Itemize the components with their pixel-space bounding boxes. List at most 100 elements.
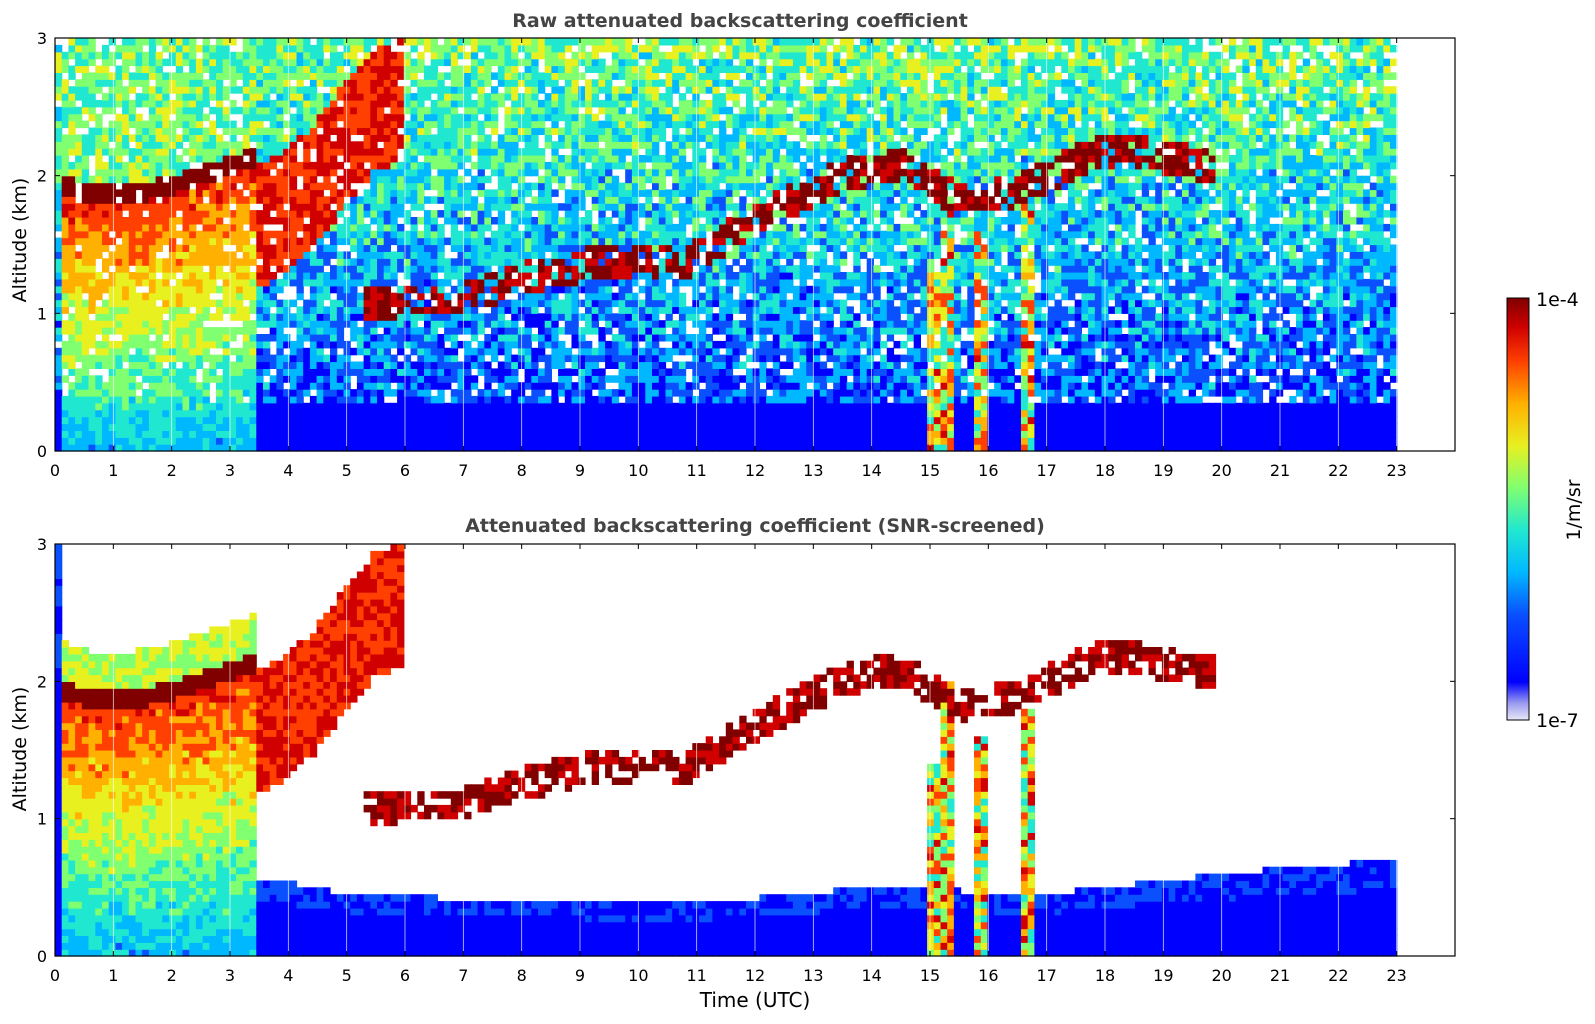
heatmap-cell xyxy=(571,306,579,314)
heatmap-cell xyxy=(323,99,331,108)
heatmap-cell xyxy=(323,278,331,287)
heatmap-cell xyxy=(484,437,492,445)
heatmap-cell xyxy=(424,196,432,204)
heatmap-cell xyxy=(229,148,237,156)
heatmap-cell xyxy=(605,265,613,273)
heatmap-cell xyxy=(81,354,90,363)
heatmap-cell xyxy=(457,141,465,149)
heatmap-cell xyxy=(631,402,640,411)
heatmap-cell xyxy=(189,382,197,390)
heatmap-cell xyxy=(652,340,660,349)
heatmap-cell xyxy=(175,86,184,94)
heatmap-cell xyxy=(108,368,116,376)
heatmap-cell xyxy=(638,306,646,314)
heatmap-cell xyxy=(155,141,163,149)
heatmap-cell xyxy=(81,141,90,149)
heatmap-cell xyxy=(658,402,667,411)
heatmap-cell xyxy=(229,382,237,390)
heatmap-cell xyxy=(531,86,539,94)
heatmap-cell xyxy=(289,72,298,80)
heatmap-cell xyxy=(216,93,224,101)
heatmap-cell xyxy=(195,320,204,328)
heatmap-cell xyxy=(484,368,492,376)
heatmap-cell xyxy=(269,175,277,184)
heatmap-cell xyxy=(538,148,546,156)
heatmap-cell xyxy=(269,313,277,321)
heatmap-cell xyxy=(531,182,539,191)
heatmap-cell xyxy=(296,251,304,259)
heatmap-cell xyxy=(363,313,371,321)
heatmap-cell xyxy=(350,113,358,122)
heatmap-cell xyxy=(95,223,103,232)
heatmap-cell xyxy=(397,113,405,122)
heatmap-cell xyxy=(102,51,110,60)
heatmap-cell xyxy=(316,313,324,321)
heatmap-cell xyxy=(229,141,237,149)
heatmap-cell xyxy=(370,210,378,218)
heatmap-cell xyxy=(377,196,385,204)
heatmap-cell xyxy=(209,313,217,321)
heatmap-cell xyxy=(511,416,519,425)
heatmap-cell xyxy=(564,444,573,452)
heatmap-cell xyxy=(303,320,311,328)
heatmap-cell xyxy=(155,72,163,80)
heatmap-cell xyxy=(437,230,445,239)
heatmap-cell xyxy=(135,155,143,163)
heatmap-cell xyxy=(638,93,646,101)
heatmap-cell xyxy=(638,272,646,280)
heatmap-cell xyxy=(216,86,224,94)
heatmap-cell xyxy=(665,244,673,252)
heatmap-cell xyxy=(551,161,559,170)
heatmap-cell xyxy=(276,38,284,46)
heatmap-cell xyxy=(108,437,116,445)
heatmap-cell xyxy=(336,113,345,122)
heatmap-cell xyxy=(68,347,76,356)
heatmap-cell xyxy=(631,155,640,163)
heatmap-cell xyxy=(558,354,566,363)
heatmap-cell xyxy=(88,444,96,452)
heatmap-cell xyxy=(283,340,291,349)
heatmap-cell xyxy=(605,99,613,108)
heatmap-cell xyxy=(303,86,311,94)
heatmap-cell xyxy=(631,340,640,349)
heatmap-cell xyxy=(189,168,197,177)
heatmap-cell xyxy=(75,430,83,438)
heatmap-cell xyxy=(209,134,217,142)
heatmap-cell xyxy=(336,237,345,246)
heatmap-cell xyxy=(236,65,244,73)
heatmap-cell xyxy=(323,361,331,369)
heatmap-cell xyxy=(182,93,190,101)
heatmap-cell xyxy=(430,340,438,349)
heatmap-cell xyxy=(383,127,391,135)
heatmap-cell xyxy=(558,203,566,211)
heatmap-cell xyxy=(645,258,653,266)
heatmap-cell xyxy=(377,299,385,308)
heatmap-cell xyxy=(383,430,391,438)
heatmap-cell xyxy=(377,375,385,383)
heatmap-cell xyxy=(611,65,620,73)
heatmap-cell xyxy=(135,334,143,342)
heatmap-cell xyxy=(330,416,338,425)
heatmap-cell xyxy=(296,237,304,246)
heatmap-cell xyxy=(330,251,338,259)
heatmap-cell xyxy=(182,258,190,266)
heatmap-cell xyxy=(417,278,425,287)
heatmap-cell xyxy=(672,306,680,314)
heatmap-cell xyxy=(417,299,425,308)
heatmap-cell xyxy=(631,237,640,246)
heatmap-cell xyxy=(605,272,613,280)
heatmap-cell xyxy=(269,395,277,404)
heatmap-cell xyxy=(249,327,257,335)
heatmap-cell xyxy=(591,99,599,108)
heatmap-cell xyxy=(108,258,116,266)
heatmap-cell xyxy=(115,327,123,335)
heatmap-cell xyxy=(544,334,552,342)
heatmap-cell xyxy=(216,437,224,445)
heatmap-cell xyxy=(370,120,378,129)
heatmap-cell xyxy=(631,86,640,94)
heatmap-cell xyxy=(672,175,680,184)
heatmap-cell xyxy=(175,395,184,404)
heatmap-cell xyxy=(195,168,204,177)
heatmap-cell xyxy=(363,189,371,197)
heatmap-cell xyxy=(283,306,291,314)
